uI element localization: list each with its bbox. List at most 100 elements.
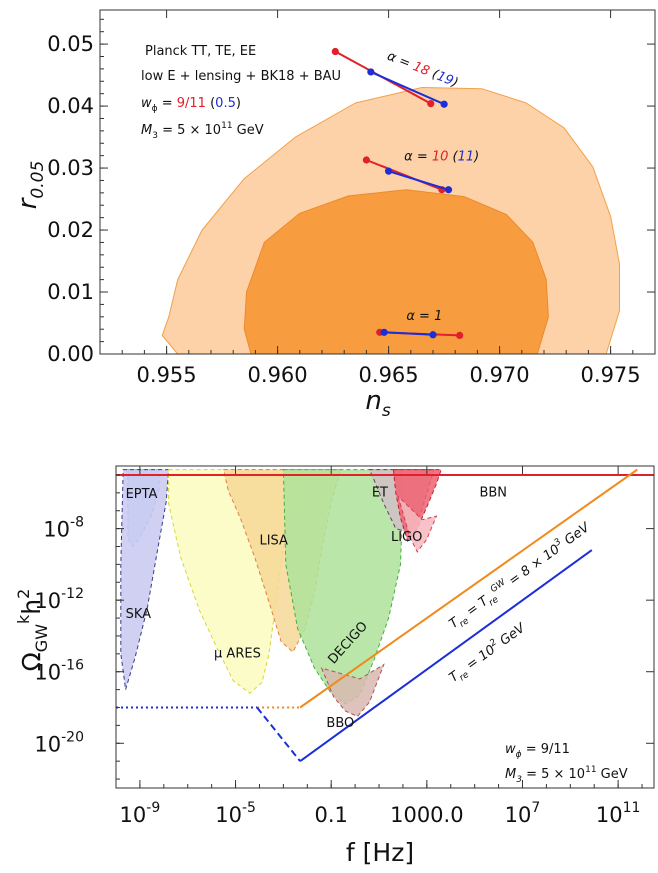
y-tick-label: 10-16	[34, 658, 84, 685]
p-m-sup: 11	[585, 765, 596, 775]
top-y-tick-labels: 0.00 0.01 0.02 0.03 0.04 0.05	[47, 32, 94, 366]
y-tick-label: 0.05	[47, 32, 94, 56]
bottom-x-axis-label: f [Hz]	[346, 838, 414, 867]
detector-regions	[120, 469, 442, 718]
contour-inner	[243, 189, 549, 355]
bottom-plot-frame	[115, 465, 655, 789]
tre-o-sup2: 3	[553, 537, 564, 549]
tre-o-eq: = T	[461, 593, 493, 622]
x-tick-label: 1000.0	[390, 803, 463, 827]
tre-o-unit: GeV	[559, 520, 594, 551]
spectrum-lines	[116, 468, 654, 762]
w-symbol: w	[141, 96, 152, 111]
detector-label: LISA	[259, 534, 288, 549]
xlabel-main: n	[365, 386, 381, 416]
alpha-label: α = 10 (11)	[404, 150, 479, 165]
detector-label: EPTA	[126, 487, 158, 502]
model-point	[427, 99, 435, 108]
spectrum-line-solid	[299, 468, 638, 709]
spectrum-line-solid	[299, 549, 593, 762]
x-tick-label: 10-5	[215, 800, 256, 827]
alpha-label: α = 1	[406, 309, 442, 324]
w-sub: ϕ	[152, 104, 158, 114]
p-w-sub: ϕ	[516, 750, 522, 760]
model-point	[429, 331, 437, 339]
detector-label: SKA	[126, 607, 152, 622]
m-unit: GeV	[233, 123, 264, 138]
model-point	[456, 331, 464, 340]
yl-tail: h	[17, 599, 46, 615]
x-tick-label: 0.1	[314, 803, 347, 827]
m-sup: 11	[221, 121, 232, 131]
top-x-axis-label: ns	[365, 386, 390, 421]
y-tick-label: 0.02	[47, 218, 94, 242]
x-tick-label: 0.970	[470, 363, 530, 387]
legend-line-2: low E + lensing + BK18 + BAU	[141, 69, 341, 84]
y-tick-label: 0.00	[47, 342, 94, 366]
top-x-tick-labels: 0.955 0.960 0.965 0.970 0.975	[137, 363, 641, 387]
detector-label: BBO	[326, 716, 354, 731]
top-plot-frame	[99, 9, 656, 355]
yl-sup2: 2	[14, 589, 33, 599]
tre-o-tail: = 8 × 10	[503, 542, 563, 591]
x-tick-label: 10-9	[120, 800, 161, 827]
model-lines	[331, 47, 464, 340]
tre-b-unit: GeV	[494, 620, 529, 651]
x-tick-label: 0.955	[137, 363, 197, 387]
bottom-y-axis-label: ΩGWkh2	[14, 589, 51, 672]
x-tick-label: 0.965	[359, 363, 419, 387]
detector-label: ET	[372, 485, 388, 500]
bottom-y-tick-labels: 10-8 10-12 10-16 10-20	[34, 515, 84, 757]
model-point	[444, 186, 453, 194]
p-m-eq: = 5 × 10	[522, 767, 585, 782]
y-tick-label: 10-8	[43, 515, 84, 542]
yl-main: Ω	[17, 652, 46, 671]
model-line	[384, 331, 434, 336]
x-tick-label: 0.960	[248, 363, 308, 387]
detector-label: μ ARES	[214, 646, 261, 661]
model-line	[370, 71, 445, 106]
constraint-plot: α = 18 (19)α = 10 (11)α = 1 Planck TT, T…	[13, 9, 656, 421]
m-eq: = 5 × 10	[158, 123, 221, 138]
m-sub: 3	[152, 131, 158, 141]
legend-line-1: Planck TT, TE, EE	[145, 44, 256, 59]
params-m-line: M3 = 5 × 1011 GeV	[505, 765, 628, 785]
model-point	[385, 167, 393, 175]
params-w-line: wϕ = 9/11	[505, 742, 570, 760]
tre-orange-label: Tre = TreGW = 8 × 103 GeV	[446, 518, 596, 634]
w-eq: =	[158, 96, 177, 111]
model-point	[440, 100, 448, 108]
model-point	[367, 68, 375, 76]
contour-group	[161, 87, 620, 355]
legend-w-line: wϕ = 9/11 (0.5)	[141, 96, 241, 114]
ylabel-main: r	[13, 196, 43, 209]
m-symbol: M	[141, 123, 152, 138]
top-legend: Planck TT, TE, EE low E + lensing + BK18…	[141, 44, 341, 141]
detector-region-ska	[120, 469, 170, 690]
x-tick-label: 0.975	[581, 363, 641, 387]
detector-region-ligo-design	[397, 494, 438, 553]
y-tick-label: 0.03	[47, 156, 94, 180]
yl-sup: k	[14, 614, 33, 624]
y-tick-label: 10-12	[34, 586, 84, 613]
w-red-value: 9/11	[177, 96, 206, 111]
y-tick-label: 10-20	[34, 729, 84, 756]
legend-m-line: M3 = 5 × 1011 GeV	[141, 121, 264, 141]
bottom-tick-marks	[115, 466, 654, 788]
p-w: w	[505, 742, 516, 757]
y-tick-label: 0.01	[47, 280, 94, 304]
w-blue-value: 0.5	[215, 96, 236, 111]
model-line	[388, 170, 449, 191]
detector-labels: EPTA SKA μ ARES LISA ET LIGO BBN BBO	[126, 485, 507, 731]
detector-label: LIGO	[391, 530, 422, 545]
detector-region-bbo	[320, 663, 385, 718]
model-point	[331, 47, 339, 56]
bottom-x-tick-labels: 10-9 10-5 0.1 1000.0 107 1011	[120, 800, 641, 827]
model-point	[380, 328, 388, 336]
top-tick-marks	[99, 10, 656, 355]
model-point	[362, 156, 370, 164]
spectrum-line-dashed	[256, 706, 301, 762]
xlabel-sub: s	[382, 401, 391, 421]
